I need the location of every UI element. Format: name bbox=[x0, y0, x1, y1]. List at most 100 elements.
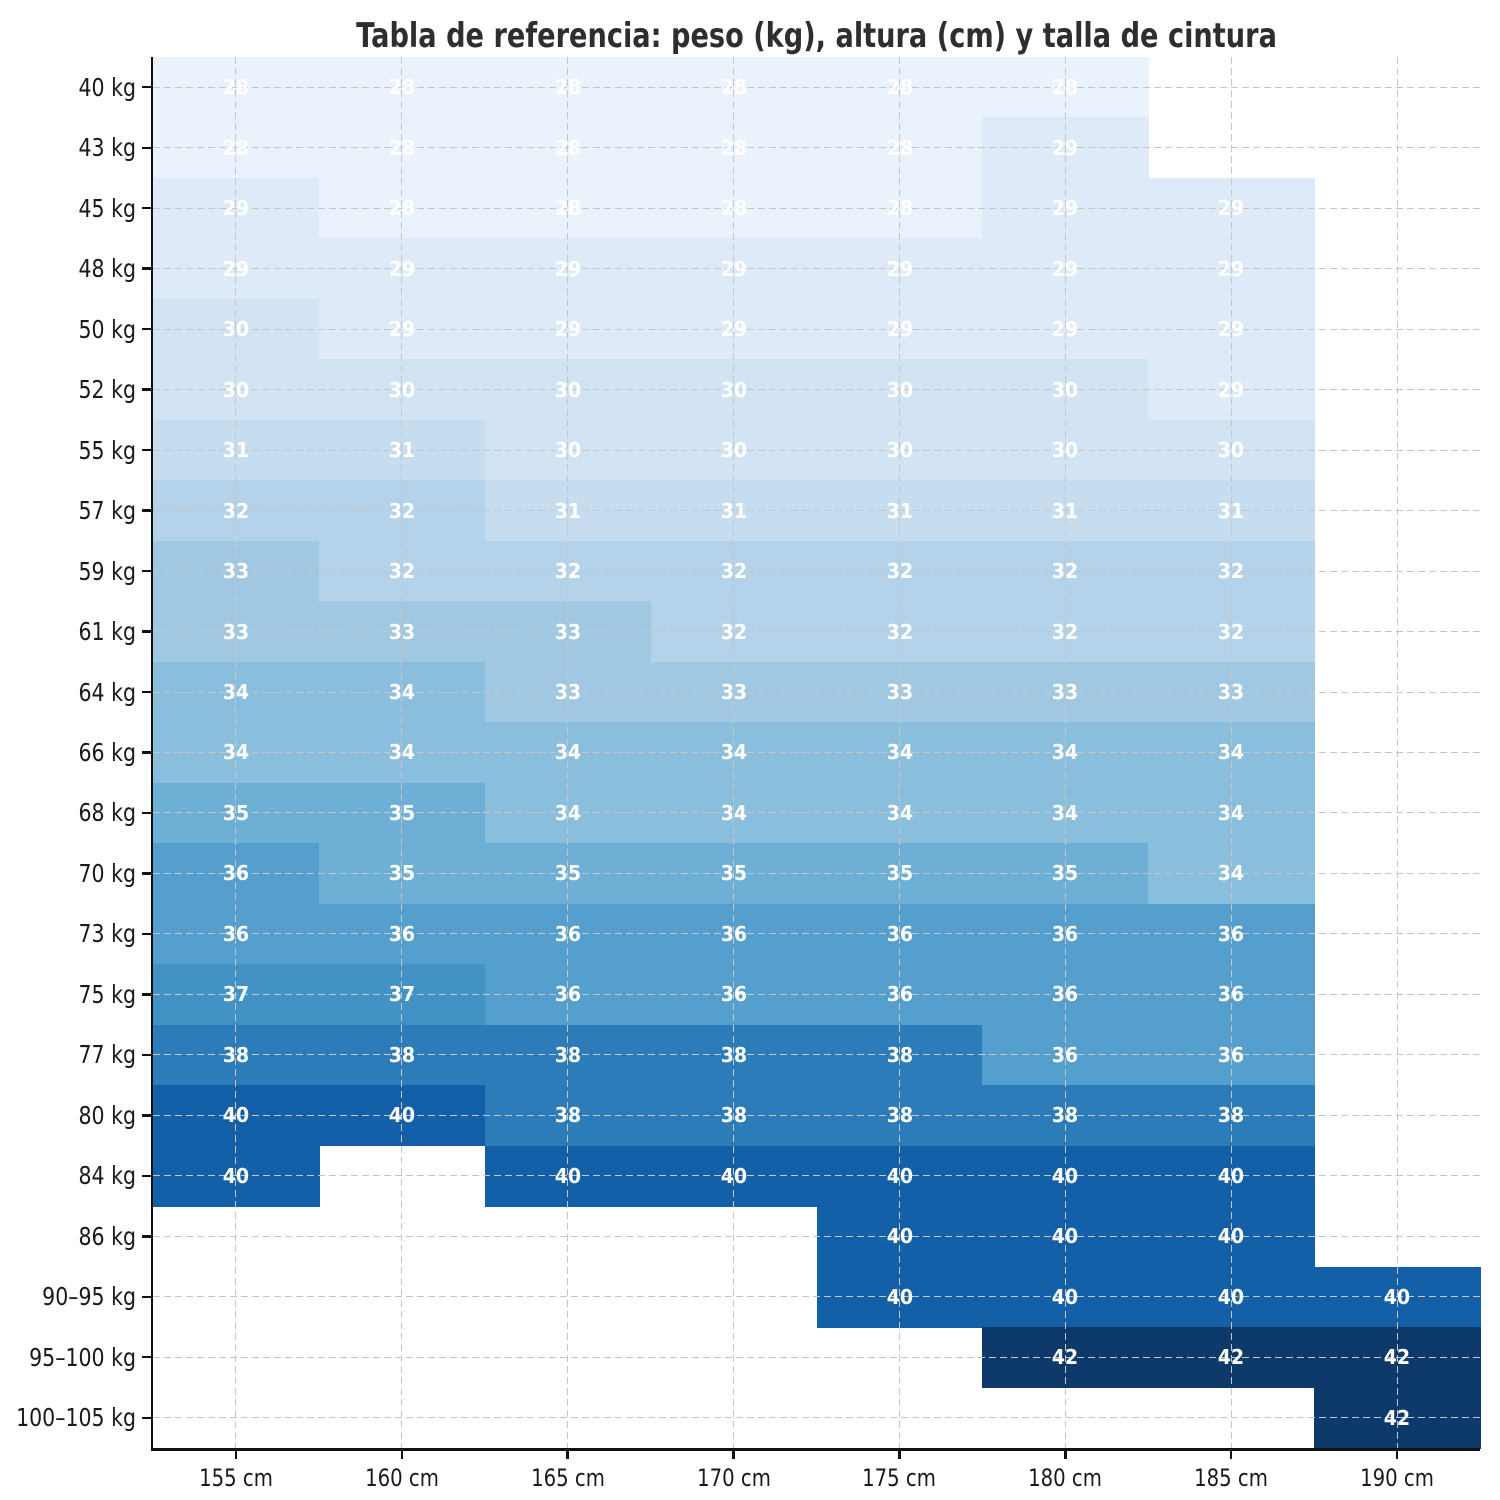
cell-value: 29 bbox=[1052, 196, 1079, 221]
cell-value: 33 bbox=[554, 619, 581, 644]
cell-value: 32 bbox=[1217, 559, 1245, 584]
cell-value: 28 bbox=[388, 75, 416, 100]
cell-value: 36 bbox=[1217, 1042, 1245, 1067]
y-tick-label: 68 kg bbox=[78, 798, 136, 828]
gridline-horizontal bbox=[153, 86, 1480, 88]
gridline-horizontal bbox=[153, 1356, 1480, 1358]
cell-value: 34 bbox=[554, 740, 581, 765]
cell-value: 38 bbox=[1052, 1103, 1079, 1128]
y-tick-label: 40 kg bbox=[78, 72, 136, 102]
gridline-horizontal bbox=[153, 268, 1480, 270]
cell-value: 29 bbox=[388, 317, 416, 342]
gridline-horizontal bbox=[153, 510, 1480, 512]
y-tick bbox=[142, 1053, 151, 1057]
cell-value: 33 bbox=[222, 619, 250, 644]
cell-value: 28 bbox=[886, 135, 913, 160]
y-tick bbox=[142, 388, 151, 391]
cell-value: 28 bbox=[886, 75, 913, 100]
x-tick-label: 175 cm bbox=[862, 1464, 937, 1492]
cell-value: 36 bbox=[720, 921, 747, 946]
y-tick bbox=[142, 872, 151, 875]
cell-value: 30 bbox=[886, 377, 913, 402]
cell-value: 36 bbox=[1217, 982, 1245, 1007]
cell-value: 33 bbox=[388, 619, 416, 644]
cell-value: 28 bbox=[886, 196, 913, 221]
cell-value: 34 bbox=[388, 680, 416, 705]
gridline-horizontal bbox=[153, 570, 1480, 572]
gridline-horizontal bbox=[153, 1296, 1480, 1298]
cell-value: 35 bbox=[886, 861, 913, 886]
cell-value: 34 bbox=[222, 680, 250, 705]
y-tick-label: 52 kg bbox=[78, 375, 136, 405]
cell-value: 30 bbox=[1052, 438, 1079, 463]
x-tick-label: 155 cm bbox=[199, 1464, 273, 1492]
cell-value: 36 bbox=[222, 861, 250, 886]
x-tick-label: 165 cm bbox=[530, 1464, 605, 1492]
y-tick-label: 80 kg bbox=[78, 1100, 136, 1130]
x-tick bbox=[566, 1450, 569, 1459]
y-tick bbox=[142, 146, 151, 149]
cell-value: 37 bbox=[388, 982, 416, 1007]
cell-value: 31 bbox=[554, 498, 581, 523]
cell-value: 32 bbox=[720, 619, 747, 644]
cell-value: 31 bbox=[388, 438, 416, 463]
x-tick bbox=[1064, 1450, 1067, 1459]
cell-value: 29 bbox=[1217, 377, 1245, 402]
cell-value: 34 bbox=[1217, 740, 1245, 765]
cell-value: 40 bbox=[1217, 1224, 1245, 1249]
cell-value: 33 bbox=[1052, 680, 1079, 705]
gridline-horizontal bbox=[153, 207, 1480, 209]
values-layer: 28 28 28 28 28 28 28 28 28 28 28 29 29 28 28 28 28 29 29 29… bbox=[153, 57, 1480, 1448]
cell-value: 30 bbox=[222, 317, 250, 342]
y-tick-label: 95–100 kg bbox=[29, 1342, 136, 1372]
y-tick bbox=[142, 1356, 151, 1359]
cell-value: 32 bbox=[388, 559, 416, 584]
cell-value: 34 bbox=[720, 800, 747, 825]
cell-value: 40 bbox=[720, 1163, 747, 1188]
cell-value: 40 bbox=[222, 1103, 250, 1128]
gridline-horizontal bbox=[153, 691, 1480, 693]
cell-value: 32 bbox=[554, 559, 581, 584]
x-tick bbox=[1395, 1450, 1399, 1459]
y-tick bbox=[142, 751, 151, 754]
cell-value: 32 bbox=[1052, 619, 1079, 644]
cell-value: 28 bbox=[720, 196, 747, 221]
cell-value: 29 bbox=[1217, 256, 1245, 281]
cell-value: 38 bbox=[222, 1042, 250, 1067]
y-tick-label: 86 kg bbox=[78, 1221, 136, 1251]
cell-value: 36 bbox=[388, 921, 416, 946]
cell-value: 35 bbox=[388, 800, 416, 825]
cell-value: 31 bbox=[720, 498, 747, 523]
y-axis-spine bbox=[150, 57, 153, 1451]
y-tick bbox=[142, 569, 151, 573]
plot-area: 28 28 28 28 28 28 28 28 28 28 28 29 29 28 28 28 28 29 29 29… bbox=[153, 57, 1481, 1449]
cell-value: 34 bbox=[388, 740, 416, 765]
cell-value: 29 bbox=[886, 317, 913, 342]
cell-value: 28 bbox=[222, 75, 250, 100]
cell-value: 42 bbox=[1217, 1345, 1245, 1370]
y-tick bbox=[142, 86, 151, 89]
cell-value: 35 bbox=[222, 800, 250, 825]
cell-value: 29 bbox=[720, 256, 747, 281]
cell-value: 36 bbox=[886, 921, 913, 946]
cell-value: 30 bbox=[886, 438, 913, 463]
cell-value: 32 bbox=[886, 619, 913, 644]
x-tick-label: 185 cm bbox=[1194, 1464, 1269, 1492]
x-tick bbox=[234, 1450, 238, 1459]
cell-value: 28 bbox=[720, 75, 747, 100]
cell-value: 32 bbox=[388, 498, 416, 523]
cell-value: 29 bbox=[388, 256, 416, 281]
cell-value: 34 bbox=[886, 800, 913, 825]
y-tick-label: 64 kg bbox=[78, 677, 136, 707]
x-tick-label: 170 cm bbox=[696, 1464, 771, 1492]
cell-value: 36 bbox=[1052, 982, 1079, 1007]
cell-value: 28 bbox=[388, 196, 416, 221]
cell-value: 32 bbox=[720, 559, 747, 584]
cell-value: 29 bbox=[1052, 135, 1079, 160]
cell-value: 42 bbox=[1383, 1405, 1411, 1430]
cell-value: 38 bbox=[720, 1103, 747, 1128]
cell-value: 36 bbox=[886, 982, 913, 1007]
cell-value: 30 bbox=[388, 377, 416, 402]
y-tick-label: 66 kg bbox=[78, 738, 136, 767]
